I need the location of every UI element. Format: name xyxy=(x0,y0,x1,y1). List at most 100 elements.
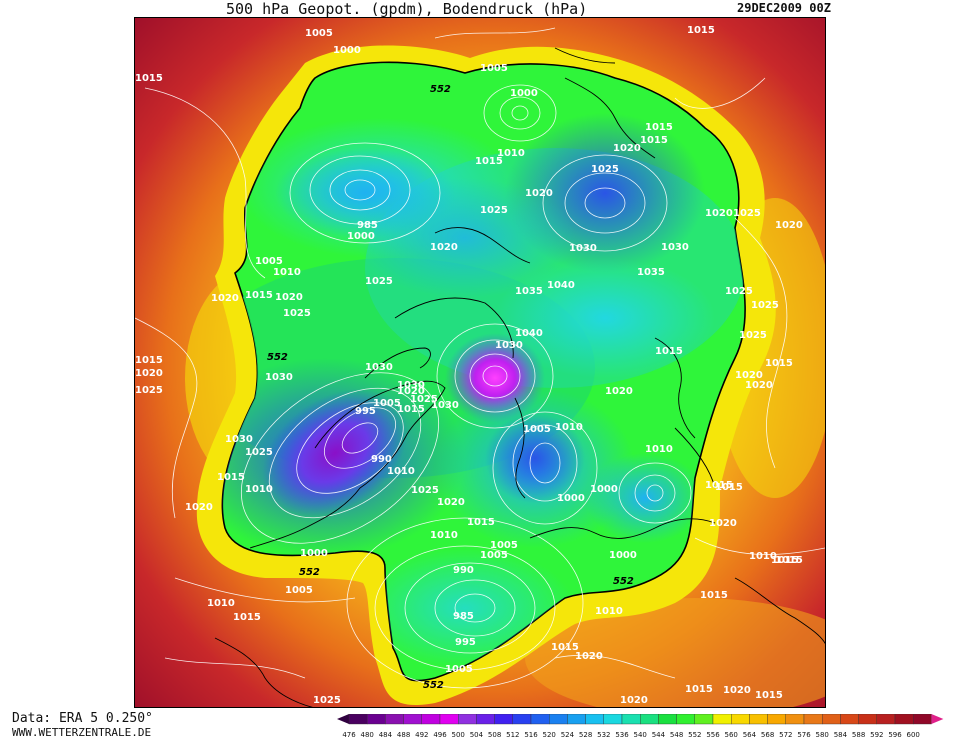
pressure-label: 1015 xyxy=(645,122,673,133)
pressure-label: 1005 xyxy=(480,550,508,561)
legend-cell xyxy=(840,713,859,725)
pressure-label: 985 xyxy=(357,220,378,231)
legend-tick-label: 492 xyxy=(415,731,428,739)
pressure-label: 1000 xyxy=(510,88,538,99)
pressure-label: 1015 xyxy=(755,690,783,701)
pressure-label: 1000 xyxy=(590,484,618,495)
legend-cell xyxy=(785,713,805,725)
pressure-label: 1015 xyxy=(135,73,163,84)
legend-tick-label: 568 xyxy=(761,731,774,739)
pressure-label: 1010 xyxy=(595,606,623,617)
legend-cell xyxy=(676,713,696,725)
legend-cell xyxy=(803,713,823,725)
pressure-label: 1020 xyxy=(745,380,773,391)
data-source: Data: ERA 5 0.250° xyxy=(12,711,153,726)
geopot-label: 552 xyxy=(430,84,451,95)
cyan-east xyxy=(495,258,715,378)
legend-tick-label: 512 xyxy=(506,731,519,739)
legend-cell xyxy=(494,713,514,725)
legend-tick-label: 580 xyxy=(816,731,829,739)
legend-cell xyxy=(858,713,877,725)
pressure-label: 1010 xyxy=(387,466,415,477)
pressure-label: 1015 xyxy=(467,517,495,528)
pressure-label: 1020 xyxy=(775,220,803,231)
legend-cell xyxy=(439,713,459,725)
legend-tick-label: 508 xyxy=(488,731,501,739)
pressure-label: 985 xyxy=(453,611,474,622)
legend-tick-label: 476 xyxy=(342,731,356,739)
pressure-label: 1005 xyxy=(490,540,518,551)
legend-cell xyxy=(658,713,677,725)
pressure-label: 1000 xyxy=(557,493,585,504)
legend-cell xyxy=(913,713,932,725)
legend-tick-label: 520 xyxy=(543,731,556,739)
pressure-label: 1010 xyxy=(273,267,301,278)
pressure-label: 1005 xyxy=(480,63,508,74)
pressure-label: 1015 xyxy=(685,684,713,695)
pressure-label: 1025 xyxy=(733,208,761,219)
pressure-label: 1005 xyxy=(305,28,333,39)
legend-tick-label: 548 xyxy=(670,731,683,739)
legend-cell xyxy=(457,713,477,725)
pressure-label: 1015 xyxy=(705,480,733,491)
pressure-label: 1030 xyxy=(397,380,425,391)
legend-tick-label: 500 xyxy=(452,731,465,739)
pressure-label: 1020 xyxy=(135,368,163,379)
legend-cell xyxy=(749,713,768,725)
pressure-label: 1020 xyxy=(735,370,763,381)
pressure-label: 1015 xyxy=(397,404,425,415)
pressure-label: 1000 xyxy=(609,550,637,561)
pressure-label: 1015 xyxy=(771,555,799,566)
pressure-label: 1015 xyxy=(135,355,163,366)
legend-tick-label: 540 xyxy=(634,731,647,739)
weather-map[interactable]: 1005 1000 1015 1005 1000 1015 1015 1010 1020 1025… xyxy=(134,17,826,708)
pressure-label: 1010 xyxy=(645,444,673,455)
pressure-label: 1015 xyxy=(687,25,715,36)
violet-low xyxy=(262,388,408,518)
site-url[interactable]: WWW.WETTERZENTRALE.DE xyxy=(12,726,152,739)
pressure-label: 1035 xyxy=(515,286,543,297)
legend-tick-label: 532 xyxy=(597,731,610,739)
pressure-label: 1005 xyxy=(285,585,313,596)
pressure-label: 1010 xyxy=(497,148,525,159)
legend-cell xyxy=(731,713,750,725)
pressure-label: 1025 xyxy=(411,485,439,496)
legend-tick-label: 572 xyxy=(779,731,792,739)
legend-tick-label: 480 xyxy=(361,731,374,739)
pressure-label: 1030 xyxy=(225,434,253,445)
legend-bar: 476 480 484 488 492 496 500 504 508 512 516 520 524 5… xyxy=(337,713,944,739)
legend-cell xyxy=(476,713,495,725)
pressure-label: 1025 xyxy=(751,300,779,311)
legend-arrow-right xyxy=(931,714,944,724)
pressure-label: 1020 xyxy=(525,188,553,199)
pressure-label: 990 xyxy=(371,454,392,465)
legend-cell xyxy=(530,713,550,725)
legend-tick-label: 488 xyxy=(397,731,410,739)
pressure-label: 1015 xyxy=(715,482,743,493)
legend-cell xyxy=(421,713,441,725)
pressure-label: 1015 xyxy=(217,472,245,483)
legend-cell xyxy=(385,713,404,725)
lightblue-pole xyxy=(355,178,575,298)
legend-tick-label: 576 xyxy=(797,731,811,739)
pressure-label: 1015 xyxy=(475,156,503,167)
legend-cell xyxy=(512,713,532,725)
pressure-label: 1020 xyxy=(605,386,633,397)
legend-cell xyxy=(640,713,659,725)
legend-cell xyxy=(694,713,714,725)
legend-tick-label: 600 xyxy=(907,731,920,739)
pressure-label: 990 xyxy=(453,565,474,576)
pressure-label: 1030 xyxy=(431,400,459,411)
pressure-label: 1030 xyxy=(569,243,597,254)
pressure-label: 1030 xyxy=(495,340,523,351)
pressure-label: 1040 xyxy=(547,280,575,291)
geopot-label: 552 xyxy=(267,352,288,363)
pressure-label: 1005 xyxy=(445,664,473,675)
pressure-label: 1020 xyxy=(575,651,603,662)
legend-tick-label: 524 xyxy=(561,731,575,739)
pressure-label: 1005 xyxy=(523,424,551,435)
pressure-label: 995 xyxy=(355,406,376,417)
legend-tick-label: 588 xyxy=(852,731,865,739)
pressure-label: 1015 xyxy=(775,555,803,566)
